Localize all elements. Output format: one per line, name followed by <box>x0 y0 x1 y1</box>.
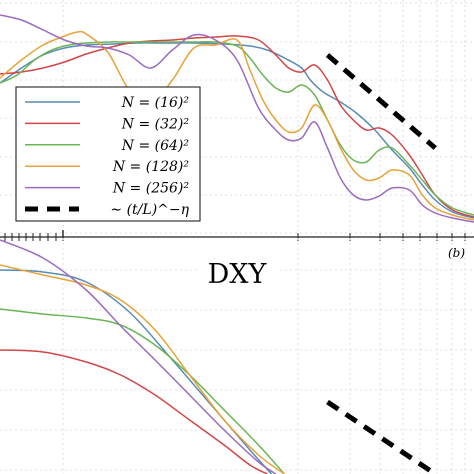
grid-bottom <box>0 238 474 474</box>
panel-title: DXY <box>208 259 268 290</box>
series-bottom <box>0 239 437 474</box>
series-line-top-1 <box>0 35 474 218</box>
series-line-bottom-3 <box>0 264 285 474</box>
legend-label-2: N = (64)² <box>121 138 190 154</box>
legend-label-3: N = (128)² <box>112 159 190 175</box>
series-line-bottom-4 <box>0 239 277 474</box>
legend-label-5: ∼ (t/L)^−η <box>110 202 189 218</box>
series-line-top-3 <box>0 30 474 221</box>
series-line-top-0 <box>0 42 474 219</box>
panel-top <box>0 0 474 236</box>
legend-label-0: N = (16)² <box>121 95 190 111</box>
title-background <box>197 248 277 292</box>
legend-entries: N = (16)² N = (32)² N = (64)² N = (128)² N =… <box>25 95 190 218</box>
series-line-bottom-2 <box>0 308 285 474</box>
panel-bottom: DXY (b) <box>0 238 474 474</box>
series-line-top-4 <box>0 14 474 223</box>
power-law-guide-line-top-5 <box>325 53 437 150</box>
series-line-bottom-1 <box>0 349 268 474</box>
panel-corner-label: (b) <box>448 246 465 260</box>
legend-label-1: N = (32)² <box>121 116 190 132</box>
legend-label-4: N = (256)² <box>112 181 190 197</box>
legend-box <box>15 86 201 222</box>
series-line-bottom-0 <box>0 269 273 474</box>
legend: N = (16)² N = (32)² N = (64)² N = (128)² N =… <box>15 86 201 222</box>
series-line-top-2 <box>0 40 474 216</box>
series-top <box>0 14 474 223</box>
